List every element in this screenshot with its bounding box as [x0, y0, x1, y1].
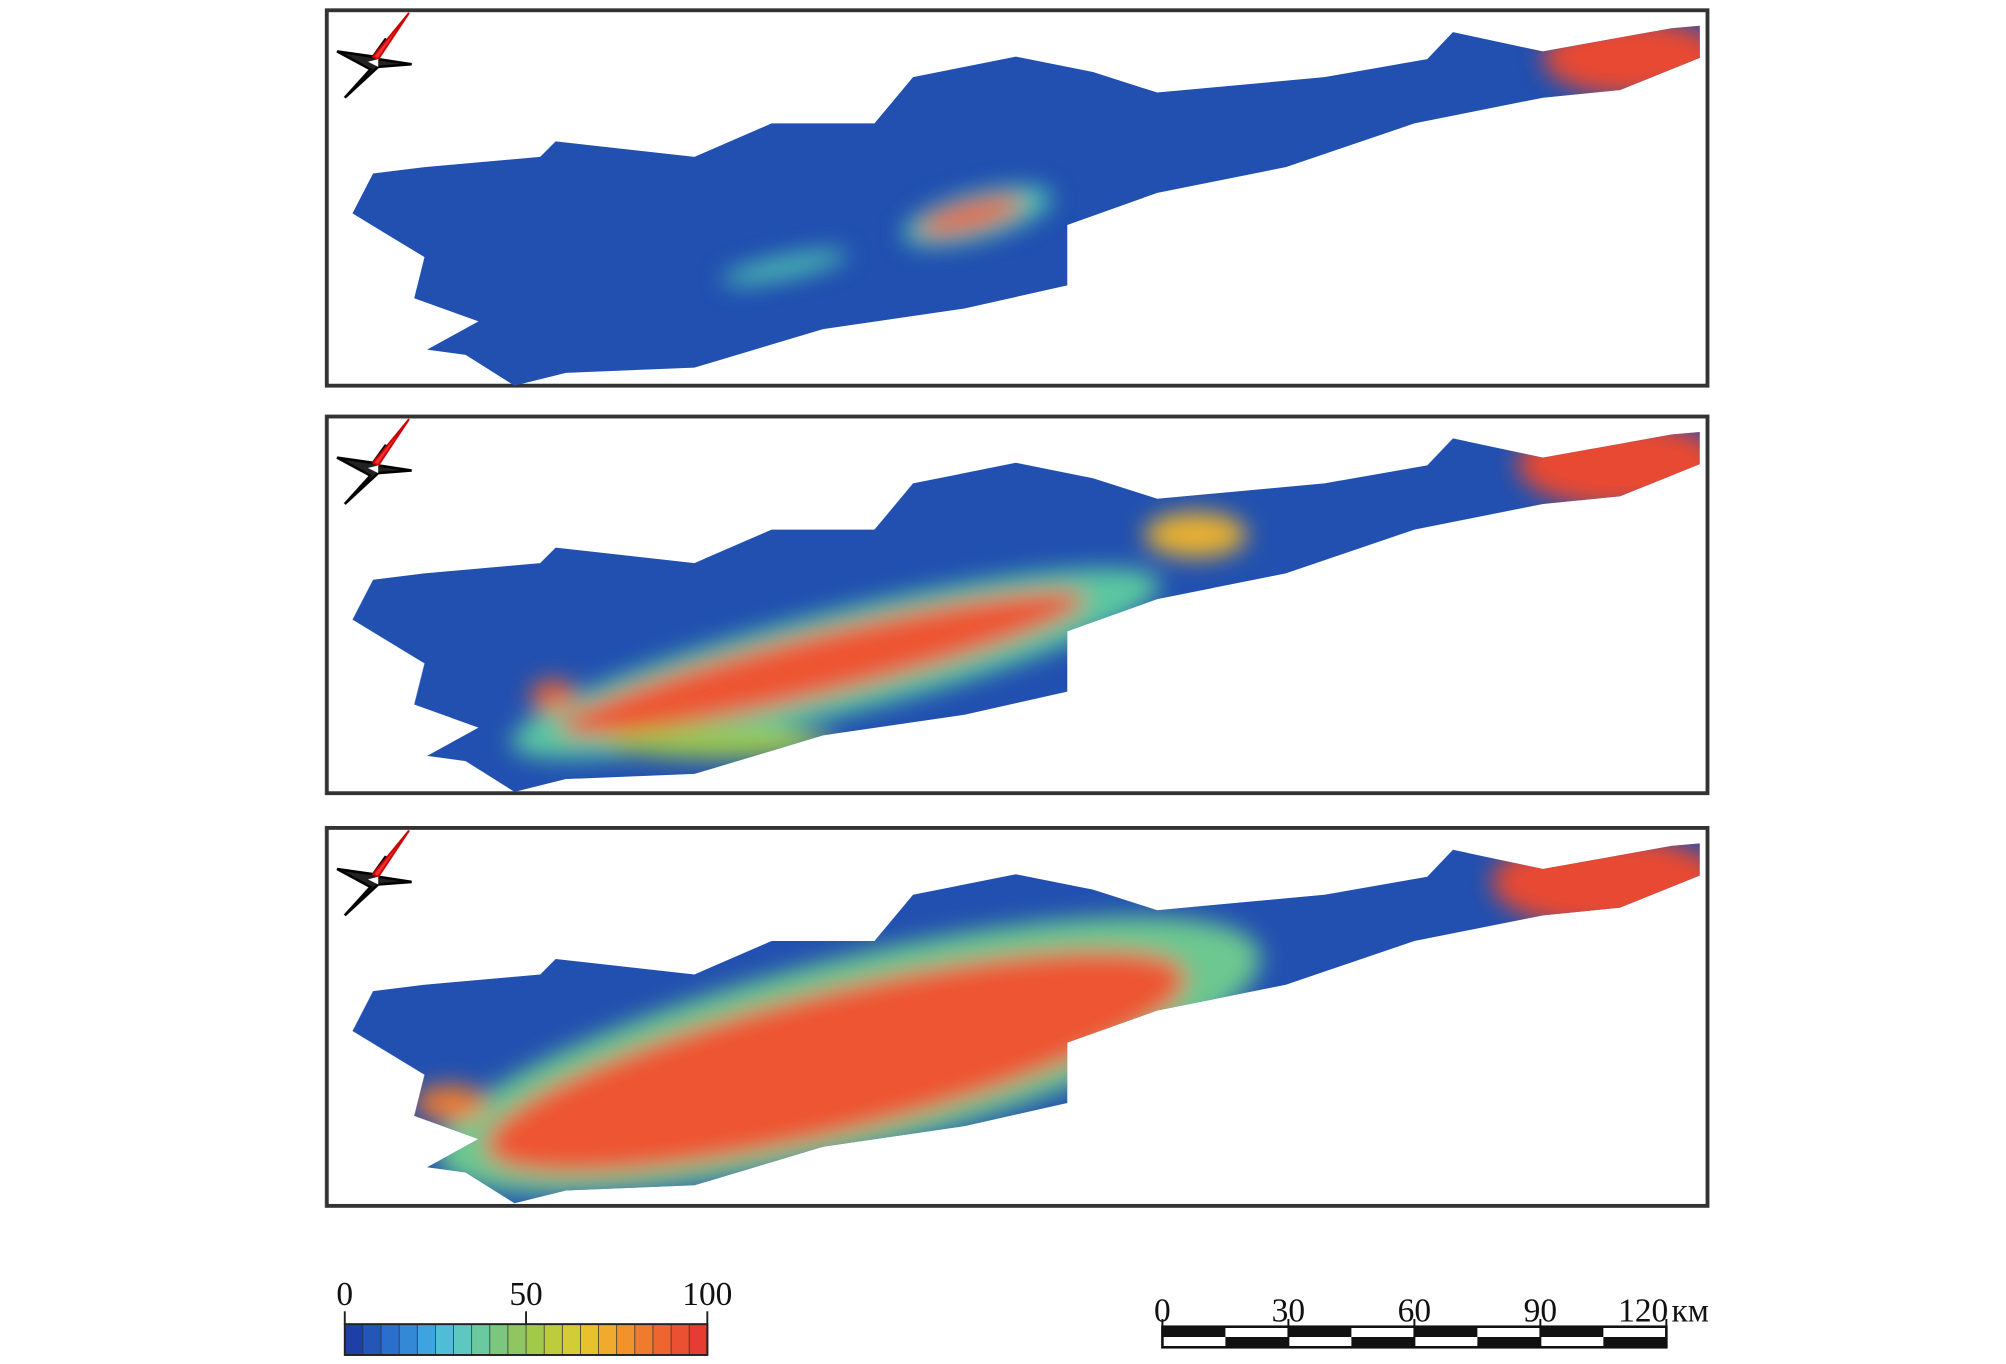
panel-2	[324, 414, 1710, 796]
color-swatch	[489, 1323, 509, 1356]
scale-label: 90	[1524, 1293, 1557, 1330]
scale-segment	[1225, 1337, 1289, 1348]
panel-3	[324, 825, 1710, 1208]
scale-label: 60	[1398, 1293, 1431, 1330]
color-swatch	[580, 1323, 600, 1356]
scale-segment	[1351, 1337, 1415, 1348]
color-swatch	[471, 1323, 491, 1356]
scale-unit: км	[1672, 1293, 1709, 1330]
color-swatch	[634, 1323, 654, 1356]
scale-label: 120	[1618, 1293, 1668, 1330]
color-swatch	[598, 1323, 618, 1356]
color-swatch	[398, 1323, 419, 1356]
scale-bar: 0 30 60 90 120 км	[1154, 1293, 1709, 1349]
color-swatch	[652, 1323, 673, 1356]
legend-label: 0	[336, 1276, 353, 1313]
legend-label: 50	[509, 1276, 542, 1313]
scale-label: 0	[1154, 1293, 1171, 1330]
color-swatch	[362, 1323, 383, 1356]
color-swatch	[670, 1323, 691, 1356]
color-swatch	[453, 1323, 473, 1356]
scale-segment	[1477, 1337, 1541, 1348]
scale-label: 30	[1272, 1293, 1305, 1330]
scale-segment	[1540, 1326, 1604, 1338]
color-swatch	[344, 1323, 364, 1356]
legend-label: 100	[682, 1276, 732, 1313]
scale-segment	[1162, 1326, 1226, 1338]
scale-segment	[1603, 1337, 1667, 1348]
color-swatch	[507, 1323, 528, 1356]
color-legend: 0 50 100	[336, 1276, 732, 1356]
scale-segment	[1414, 1326, 1478, 1338]
color-swatch	[380, 1323, 401, 1356]
scale-segment	[1288, 1326, 1352, 1338]
color-swatch	[561, 1323, 582, 1356]
color-swatch	[616, 1323, 636, 1356]
panel-1	[324, 8, 1710, 388]
color-swatch	[435, 1323, 455, 1356]
color-swatch	[525, 1323, 546, 1356]
color-swatch	[688, 1323, 709, 1356]
color-swatch	[416, 1323, 437, 1356]
color-swatch	[543, 1323, 564, 1356]
